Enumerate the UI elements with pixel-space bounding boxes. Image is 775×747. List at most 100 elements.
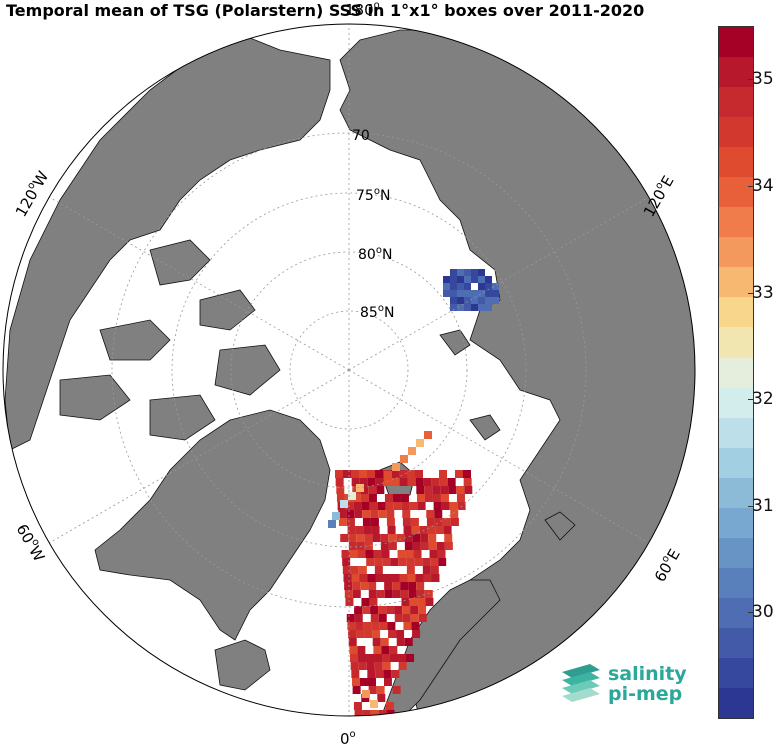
sss-cell [443,283,450,290]
colorbar-tick-label: 34 [752,175,774,196]
sss-cell [404,534,413,542]
sss-cell [392,494,401,502]
sss-cell [425,598,434,606]
sss-cell [367,678,376,686]
sss-cell [352,686,361,694]
colorbar-tick-mark [748,79,754,81]
sss-cell [344,582,353,590]
sss-cell [366,558,375,566]
sss-cell [359,478,368,486]
colorbar-cell [719,417,753,448]
sss-cell [443,526,452,534]
sss-cell [346,510,355,518]
sss-cell [376,686,385,694]
sss-cell [358,566,367,574]
logo-waves-icon [562,664,600,702]
colorbar-cell [719,327,753,358]
sss-cell [387,622,396,630]
sss-cell [397,550,406,558]
sss-cell [377,502,386,510]
sss-cell [441,502,450,510]
sss-cell [384,590,393,598]
sss-cell [357,550,366,558]
sss-cell [399,574,408,582]
colorbar-tick-label: 32 [752,389,774,410]
sss-cell [412,542,421,550]
colorbar-cell [719,477,753,508]
sss-cell [355,526,364,534]
sss-cell [447,478,456,486]
sss-cell [431,574,440,582]
sss-cell [399,478,408,486]
sss-cell [343,574,352,582]
sss-cell [419,526,428,534]
colorbar-cell [719,207,753,238]
sss-cell [426,510,435,518]
map-title: Temporal mean of TSG (Polarstern) SSS in… [6,1,645,20]
sss-cell [358,662,367,670]
sss-cell [398,558,407,566]
sss-cell [432,486,441,494]
sss-cell [369,598,378,606]
sss-cell [492,290,499,297]
sss-cell [351,470,359,478]
sss-cell [444,534,453,542]
sss-cell [404,638,413,646]
sss-cell [382,654,391,662]
colorbar-cell [719,597,753,628]
sss-cell [346,614,355,622]
sss-cell [407,470,415,478]
sss-cell [492,297,499,304]
colorbar-cell [719,57,753,88]
sss-cell [371,622,380,630]
sss-cell [464,486,473,494]
sss-cell [375,670,384,678]
sss-cell [383,574,392,582]
sss-cell [364,534,373,542]
sss-cell [485,297,492,304]
sss-cell [413,550,422,558]
colorbar-tick-mark [748,399,754,401]
sss-cell [372,638,381,646]
sss-cell [463,478,472,486]
sss-cell [338,510,347,518]
sss-cell [347,622,356,630]
colorbar-cell [719,567,753,598]
sss-cell [410,614,419,622]
sss-cell [428,542,437,550]
sss-cell [457,502,466,510]
sss-cell [404,542,413,550]
sss-cell [439,470,447,478]
sss-cell [416,582,425,590]
lat-label-75: 75oN [356,186,390,204]
sss-cell [366,662,375,670]
sss-cell [391,670,400,678]
sss-cell [328,520,336,528]
sss-cell [416,494,425,502]
sss-cell [386,606,395,614]
sss-cell [437,550,446,558]
sss-cell [354,606,363,614]
sss-cell [396,638,405,646]
sss-cell [442,518,451,526]
sss-cell [417,502,426,510]
sss-cell [340,500,348,508]
sss-cell [380,542,389,550]
sss-cell [351,678,360,686]
colorbar [718,26,754,719]
sss-cell [350,654,359,662]
sss-cell [382,662,391,670]
sss-cell [396,534,405,542]
colorbar-cell [719,177,753,208]
sss-cell [358,654,367,662]
lat-label-85: 85oN [360,303,394,321]
logo-text-pi-mep: pi-mep [608,683,683,705]
sss-cell [354,510,363,518]
sss-cell [388,534,397,542]
sss-cell [348,492,356,500]
sss-cell [392,686,401,694]
sss-cell [450,276,457,283]
colorbar-tick-label: 31 [752,495,774,516]
sss-cell [406,558,415,566]
sss-cell [417,598,426,606]
